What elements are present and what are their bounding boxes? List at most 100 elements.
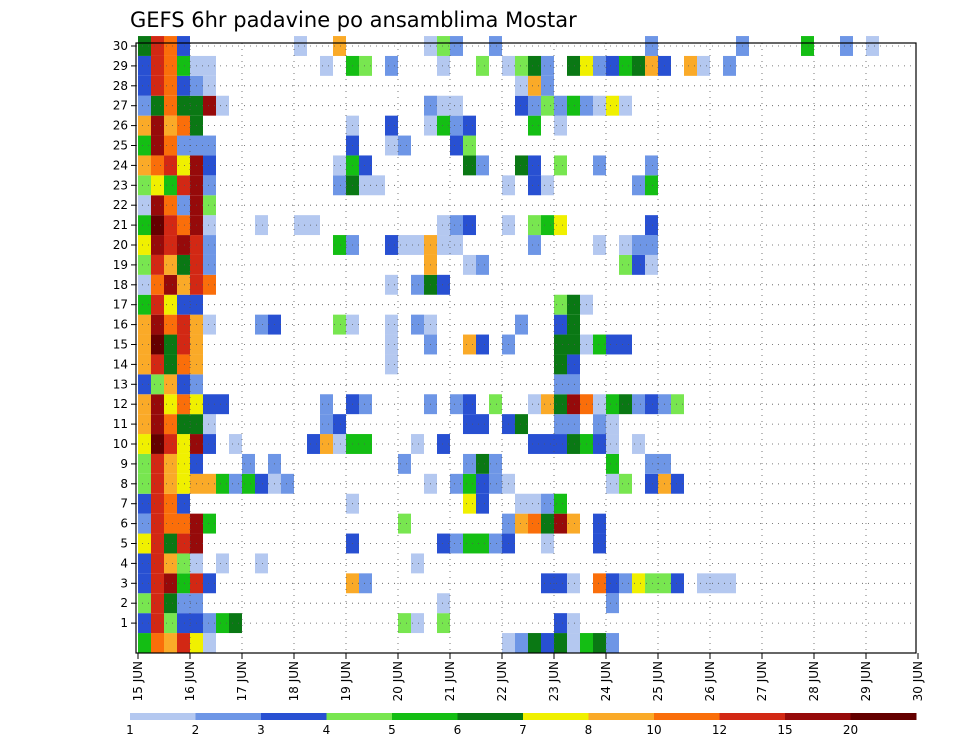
- heatmap-cell: [333, 414, 346, 435]
- x-tick-label: 16 JUN: [183, 661, 197, 701]
- heatmap-cell: [138, 493, 151, 514]
- heatmap-cell: [476, 493, 489, 514]
- heatmap-cell: [567, 95, 580, 116]
- heatmap-cell: [411, 235, 424, 255]
- heatmap-cell: [203, 314, 216, 335]
- y-tick-label: 12: [113, 397, 128, 411]
- heatmap-cell: [528, 493, 541, 514]
- heatmap-cell: [177, 434, 190, 454]
- heatmap-cell: [554, 115, 567, 136]
- heatmap-cell: [138, 115, 151, 136]
- heatmap-cell: [645, 235, 658, 255]
- heatmap-cell: [177, 493, 190, 514]
- heatmap-cell: [632, 434, 645, 454]
- heatmap-cell: [385, 115, 398, 136]
- heatmap-cell: [554, 513, 567, 534]
- heatmap-cell: [645, 175, 658, 196]
- heatmap-cell: [606, 414, 619, 435]
- heatmap-cell: [645, 155, 658, 176]
- colorbar-label: 3: [257, 723, 265, 737]
- heatmap-cell: [541, 95, 554, 116]
- y-tick-label: 1: [120, 616, 128, 630]
- heatmap-cell: [177, 235, 190, 255]
- heatmap-cell: [138, 36, 151, 56]
- x-tick-label: 25 JUN: [651, 661, 665, 701]
- heatmap-cell: [554, 294, 567, 315]
- heatmap-cell: [151, 195, 164, 216]
- colorbar-label: 20: [843, 723, 858, 737]
- heatmap-cell: [216, 613, 229, 634]
- heatmap-cell: [320, 414, 333, 435]
- heatmap-cell: [801, 36, 814, 56]
- heatmap-cell: [398, 135, 411, 156]
- heatmap-cell: [151, 453, 164, 474]
- heatmap-cell: [632, 175, 645, 196]
- heatmap-cell: [203, 135, 216, 156]
- heatmap-cell: [372, 175, 385, 196]
- heatmap-cell: [164, 453, 177, 474]
- x-tick-label: 26 JUN: [703, 661, 717, 701]
- heatmap-cell: [593, 55, 606, 76]
- heatmap-cell: [138, 633, 151, 653]
- heatmap-cell: [307, 434, 320, 454]
- heatmap-cell: [203, 235, 216, 255]
- heatmap-cell: [151, 75, 164, 96]
- heatmap-cell: [593, 95, 606, 116]
- heatmap-cell: [645, 215, 658, 236]
- heatmap-cell: [151, 55, 164, 76]
- heatmap-cell: [476, 473, 489, 494]
- heatmap-cell: [229, 434, 242, 454]
- heatmap-cell: [632, 235, 645, 255]
- heatmap-cell: [541, 493, 554, 514]
- x-tick-label: 19 JUN: [339, 661, 353, 701]
- heatmap-cell: [541, 75, 554, 96]
- heatmap-cell: [554, 394, 567, 415]
- heatmap-cell: [437, 235, 450, 255]
- heatmap-cell: [138, 573, 151, 594]
- heatmap-cell: [164, 513, 177, 534]
- heatmap-cell: [242, 473, 255, 494]
- heatmap-cell: [619, 573, 632, 594]
- heatmap-cell: [177, 533, 190, 554]
- heatmap-cell: [177, 215, 190, 236]
- heatmap-cell: [619, 473, 632, 494]
- x-tick-label: 17 JUN: [235, 661, 249, 701]
- heatmap-cell: [255, 215, 268, 236]
- heatmap-cell: [385, 235, 398, 255]
- heatmap-cell: [138, 533, 151, 554]
- heatmap-cell: [164, 294, 177, 315]
- heatmap-cell: [164, 36, 177, 56]
- heatmap-cell: [138, 414, 151, 435]
- heatmap-cell: [151, 414, 164, 435]
- heatmap-cell: [216, 553, 229, 574]
- heatmap-cell: [151, 374, 164, 395]
- heatmap-cell: [554, 493, 567, 514]
- x-tick-label: 28 JUN: [807, 661, 821, 701]
- heatmap-cell: [463, 473, 476, 494]
- y-tick-label: 10: [113, 437, 128, 451]
- colorbar-swatch: [523, 713, 589, 720]
- colorbar-swatch: [850, 713, 917, 720]
- heatmap-cell: [489, 36, 502, 56]
- heatmap-cell: [671, 573, 684, 594]
- heatmap-cell: [489, 473, 502, 494]
- heatmap-cell: [398, 613, 411, 634]
- heatmap-cell: [567, 354, 580, 375]
- heatmap-cell: [151, 493, 164, 514]
- heatmap-cell: [632, 55, 645, 76]
- heatmap-cell: [138, 95, 151, 116]
- heatmap-cell: [203, 75, 216, 96]
- heatmap-cell: [151, 553, 164, 574]
- heatmap-cell: [320, 55, 333, 76]
- heatmap-cell: [359, 175, 372, 196]
- y-tick-label: 30: [113, 39, 128, 53]
- heatmap-cell: [177, 633, 190, 653]
- heatmap-cell: [567, 294, 580, 315]
- heatmap-cell: [450, 36, 463, 56]
- heatmap-cell: [138, 135, 151, 156]
- heatmap-cell: [411, 553, 424, 574]
- heatmap-cell: [359, 434, 372, 454]
- heatmap-cell: [567, 374, 580, 395]
- heatmap-cell: [138, 175, 151, 196]
